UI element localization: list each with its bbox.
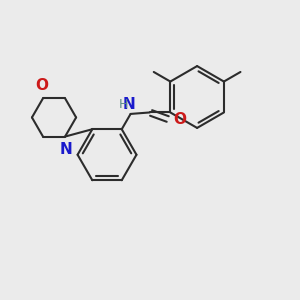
Text: N: N	[123, 98, 136, 112]
Text: O: O	[36, 78, 49, 93]
Text: O: O	[173, 112, 187, 127]
Text: N: N	[60, 142, 72, 157]
Text: H: H	[118, 98, 128, 111]
